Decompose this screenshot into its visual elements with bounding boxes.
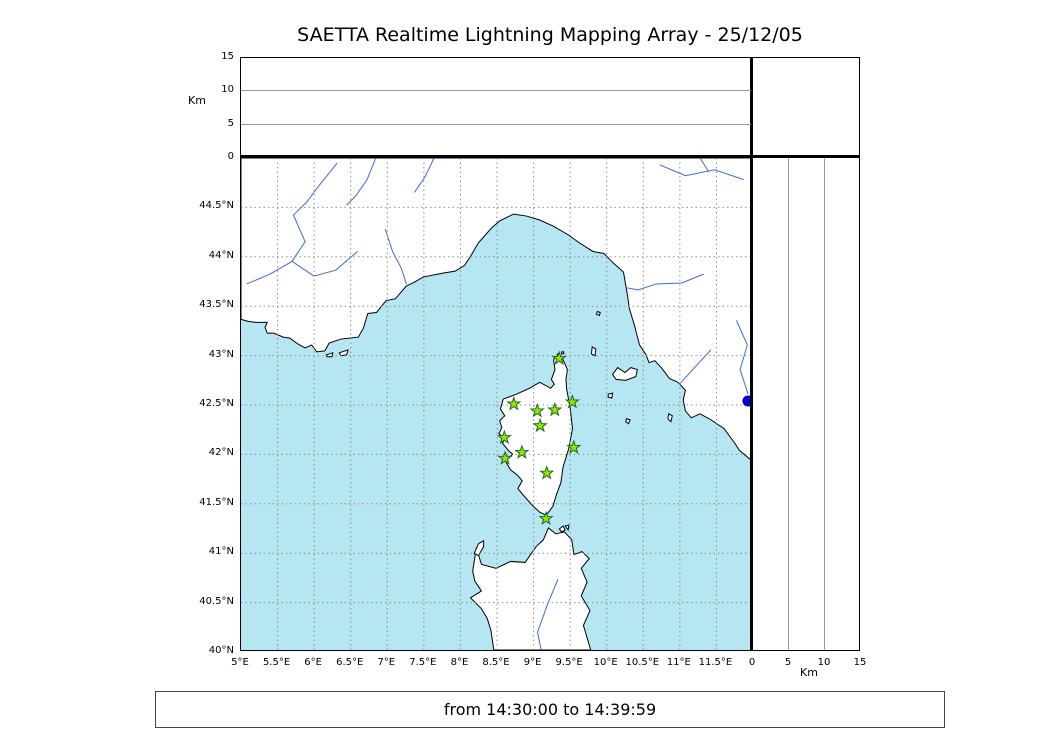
altitude-longitude-panel [240,57,752,157]
lon-tick-label: 11°E [666,657,691,668]
asinara-island [474,541,483,556]
maddalena-island [559,526,565,532]
time-range-text: from 14:30:00 to 14:39:59 [443,700,657,719]
lat-tick-label: 42.5°N [199,398,234,409]
map-overlay [241,158,751,650]
lat-tick-label: 44°N [208,249,234,261]
right-altitude-tick-label: 0 [748,657,756,668]
lon-tick-label: 5°E [231,657,249,668]
top-altitude-tick-label: 10 [221,84,234,96]
lon-tick-label: 7.5°E [409,657,437,668]
altitude-latitude-panel [752,157,860,651]
lon-tick-label: 11.5°E [698,657,733,668]
caprera-island [565,525,569,530]
giglio-island [668,414,672,422]
pianosa-island [608,393,612,398]
lon-tick-label: 9°E [523,657,542,668]
lon-tick-label: 10.5°E [625,657,660,668]
river [414,158,434,192]
lon-tick-label: 10°E [593,657,618,668]
right-altitude-tick-label: 10 [817,657,831,668]
lma-station-marker [551,350,567,366]
sardinia-island [470,528,590,650]
lon-tick-label: 9.5°E [555,657,583,668]
map-panel [240,157,752,651]
lma-station-marker [538,510,554,526]
lma-station-marker [496,429,512,445]
lat-tick-label: 41°N [208,546,234,558]
river [660,165,744,180]
lat-tick-label: 43°N [208,348,234,360]
lon-tick-label: 8.5°E [482,657,510,668]
top-altitude-tick-label: 0 [227,151,234,162]
lma-station-marker [547,401,563,417]
lma-station-marker [532,417,548,433]
top-altitude-tick-label: 15 [221,51,234,62]
lat-tick-label: 40.5°N [199,595,234,607]
frame-divider-vertical [750,57,753,651]
lon-tick-label: 8°E [450,657,469,668]
river [385,229,406,284]
frame-divider-horizontal [240,155,860,158]
detection-point [742,395,751,407]
lma-station-marker [529,402,545,418]
lon-tick-label: 6°E [304,657,322,668]
river [538,579,558,650]
lma-station-marker [506,395,522,411]
mainland-coast [241,158,751,460]
portcros-island [339,350,348,356]
top-altitude-tick-label: 5 [227,117,234,129]
lat-tick-label: 41.5°N [199,496,234,508]
lon-tick-label: 5.5°E [262,657,291,668]
top-axis-unit-label: Km [188,94,206,107]
giraglia-island [562,352,564,354]
lma-station-marker [564,394,580,409]
time-range-box: from 14:30:00 to 14:39:59 [155,691,945,728]
right-altitude-tick-label: 15 [853,657,867,668]
montecristo-island [626,419,630,424]
right-axis-unit-label: Km [800,666,818,679]
land-areas [241,158,751,650]
lat-tick-label: 40°N [208,645,234,656]
river [700,158,709,172]
rivers [247,158,748,650]
lat-tick-label: 43.5°N [199,299,234,311]
map-geography [241,158,751,650]
river [247,163,337,284]
river [627,274,704,290]
lat-tick-label: 42°N [208,447,234,459]
lon-tick-label: 7°E [377,657,396,668]
lma-station-marker [539,465,555,480]
gorgona-island [597,312,601,316]
right-altitude-tick-label: 5 [784,657,792,668]
elba-island [613,368,638,381]
altitude-gridline [788,158,789,650]
river [680,350,711,383]
lma-station-marker [566,439,582,454]
lat-tick-label: 44.5°N [199,200,234,212]
river [347,158,376,205]
lon-tick-label: 6.5°E [336,657,364,668]
altitude-gridline [241,123,751,125]
river [292,251,358,276]
lma-station-marker [514,444,530,459]
lma-station-marker [497,450,513,465]
altitude-gridline [241,90,751,92]
altitude-gridline [824,158,825,650]
capraia-island [591,347,595,356]
figure-title: SAETTA Realtime Lightning Mapping Array … [297,24,803,46]
corsica-island [499,354,573,515]
altitude-corner-panel [752,57,860,157]
river [736,320,748,394]
